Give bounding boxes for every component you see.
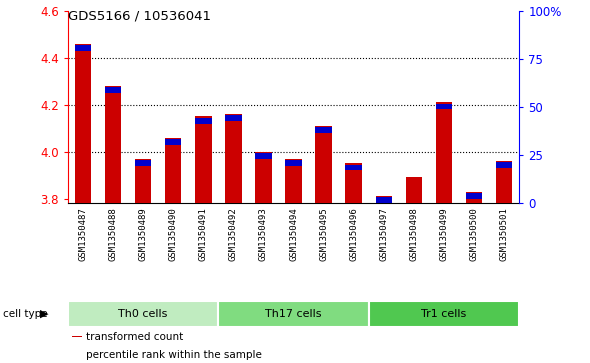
Bar (466, 193, 483, 199)
Bar (375, 197, 392, 203)
Bar (435, 103, 453, 109)
Bar (466, 192, 483, 203)
Bar (345, 164, 362, 171)
Bar (285, 160, 302, 166)
Text: GSM1350500: GSM1350500 (470, 207, 478, 261)
Text: GSM1350492: GSM1350492 (229, 207, 238, 261)
Text: GSM1350493: GSM1350493 (259, 207, 268, 261)
Text: Tr1 cells: Tr1 cells (421, 309, 467, 319)
Text: GSM1350487: GSM1350487 (78, 207, 87, 261)
Bar (68, 301, 218, 327)
Bar (104, 87, 122, 93)
Bar (375, 196, 392, 203)
Text: GSM1350491: GSM1350491 (199, 207, 208, 261)
Bar (315, 126, 332, 203)
Text: Th0 cells: Th0 cells (119, 309, 168, 319)
Text: ▶: ▶ (40, 309, 48, 319)
Text: GSM1350490: GSM1350490 (169, 207, 178, 261)
Text: percentile rank within the sample: percentile rank within the sample (86, 350, 262, 360)
Bar (435, 102, 453, 203)
Bar (255, 153, 272, 159)
Text: GSM1350495: GSM1350495 (319, 207, 328, 261)
Bar (285, 159, 302, 203)
Text: GSM1350488: GSM1350488 (109, 207, 117, 261)
Bar (496, 162, 513, 168)
Text: GSM1350489: GSM1350489 (139, 207, 148, 261)
Bar (405, 178, 422, 203)
Bar (218, 301, 369, 327)
Bar (74, 44, 91, 203)
Text: Th17 cells: Th17 cells (266, 309, 322, 319)
Bar (104, 86, 122, 203)
Text: GSM1350497: GSM1350497 (379, 207, 388, 261)
Bar (369, 301, 519, 327)
Bar (255, 152, 272, 203)
Text: cell type: cell type (3, 309, 48, 319)
Bar (165, 139, 182, 144)
Bar (225, 114, 242, 203)
Text: transformed count: transformed count (86, 332, 183, 342)
Text: GSM1350494: GSM1350494 (289, 207, 298, 261)
Text: GSM1350496: GSM1350496 (349, 207, 358, 261)
Bar (195, 118, 212, 123)
Bar (225, 115, 242, 121)
Bar (315, 127, 332, 133)
Text: GSM1350498: GSM1350498 (409, 207, 418, 261)
Bar (345, 163, 362, 203)
Text: GSM1350501: GSM1350501 (500, 207, 509, 261)
Text: GSM1350499: GSM1350499 (440, 207, 448, 261)
Bar (135, 159, 152, 203)
Bar (135, 160, 152, 166)
Bar (74, 45, 91, 51)
Bar (165, 138, 182, 203)
Bar (195, 117, 212, 203)
Text: GDS5166 / 10536041: GDS5166 / 10536041 (68, 9, 211, 22)
Bar (496, 161, 513, 203)
